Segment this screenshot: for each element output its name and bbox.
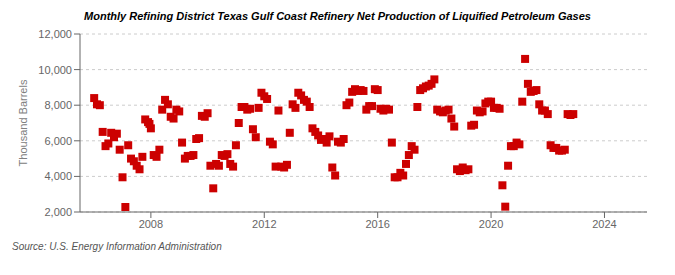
- svg-text:8,000: 8,000: [44, 99, 72, 111]
- svg-text:2016: 2016: [365, 218, 389, 230]
- svg-text:12,000: 12,000: [38, 28, 72, 40]
- svg-text:6,000: 6,000: [44, 135, 72, 147]
- svg-text:10,000: 10,000: [38, 64, 72, 76]
- svg-text:Thousand Barrels: Thousand Barrels: [17, 79, 29, 166]
- html-text:Source: U.S. Energy Informatio: Source: U.S. Energy Information Administ…: [12, 241, 222, 252]
- html-text:Monthly Refining District Texa: Monthly Refining District Texas Gulf Coa…: [84, 10, 591, 22]
- svg-text:2020: 2020: [479, 218, 503, 230]
- svg-text:2008: 2008: [139, 218, 163, 230]
- svg-text:4,000: 4,000: [44, 170, 72, 182]
- svg-text:2012: 2012: [252, 218, 276, 230]
- svg-text:2,000: 2,000: [44, 206, 72, 218]
- svg-text:2024: 2024: [592, 218, 616, 230]
